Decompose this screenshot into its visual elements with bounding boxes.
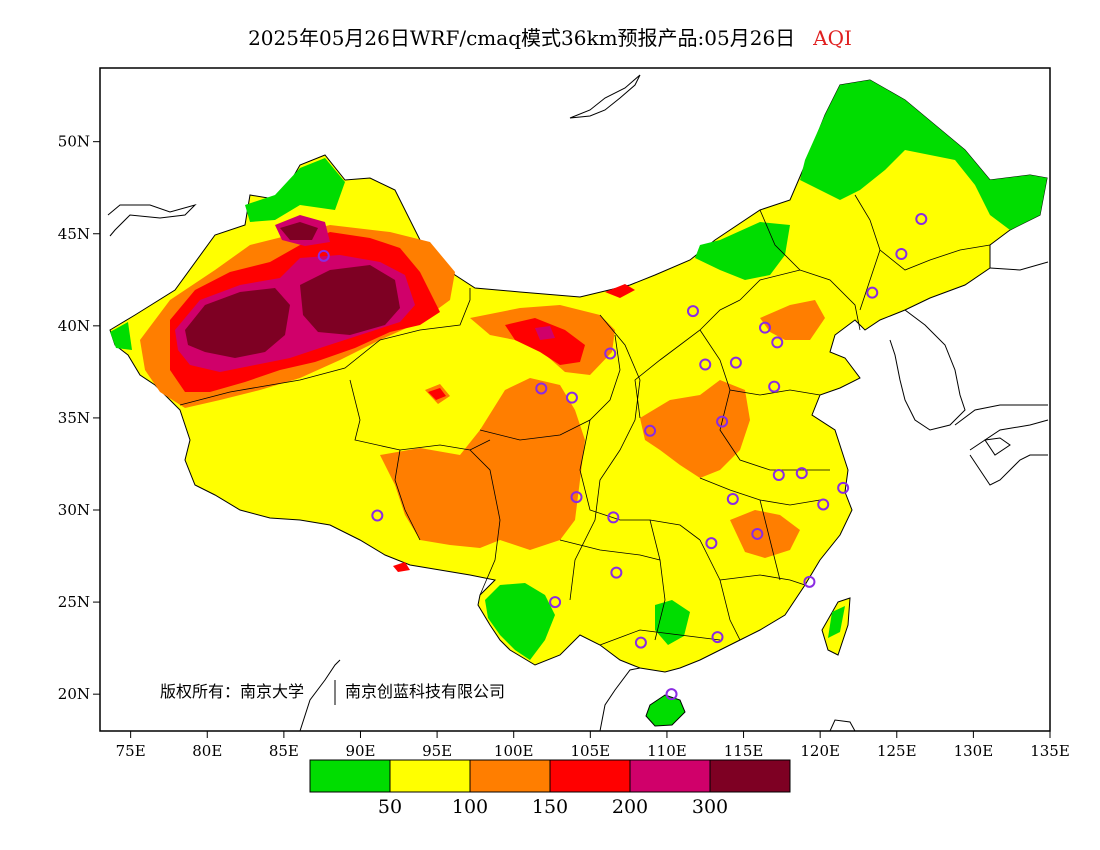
colorbar-segment: [549, 759, 631, 793]
lon-tick-label: 130E: [954, 742, 994, 760]
station-marker: [634, 636, 647, 649]
copyright-text-2: 南京创蓝科技有限公司: [345, 682, 505, 701]
maroon-north-xinjiang: [280, 222, 318, 240]
latitude-axis: 50N 45N 40N 35N 30N 25N 20N: [58, 133, 100, 703]
green-northeast: [800, 80, 1047, 230]
lat-tick-label: 50N: [58, 133, 90, 151]
lon-tick-label: 75E: [116, 742, 146, 760]
neighbor-coastlines: [107, 74, 1049, 731]
station-marker: [795, 467, 808, 480]
longitude-axis: 75E 80E 85E 90E 95E 100E 105E 110E 115E 120E 125E 1…: [116, 731, 1070, 760]
map-area: [100, 68, 1050, 731]
lon-tick-label: 85E: [269, 742, 299, 760]
lon-tick-label: 125E: [877, 742, 917, 760]
lon-tick-label: 100E: [494, 742, 534, 760]
station-marker: [535, 382, 548, 395]
station-marker: [716, 415, 729, 428]
colorbar-segment: [389, 759, 471, 793]
lon-tick-label: 90E: [345, 742, 375, 760]
lat-tick-label: 40N: [58, 317, 90, 335]
station-marker: [570, 491, 583, 504]
map-frame: [99, 67, 1051, 732]
station-marker: [607, 511, 620, 524]
lon-tick-label: 95E: [422, 742, 452, 760]
station-marker: [895, 248, 908, 261]
colorbar-segment: [629, 759, 711, 793]
colorbar-segment: [309, 759, 391, 793]
station-marker: [866, 286, 879, 299]
lon-tick-label: 110E: [647, 742, 687, 760]
green-west-edge: [110, 322, 132, 350]
lat-tick-label: 30N: [58, 501, 90, 519]
lon-tick-label: 80E: [192, 742, 222, 760]
station-marker: [768, 380, 781, 393]
lat-tick-label: 45N: [58, 225, 90, 243]
station-marker: [803, 575, 816, 588]
green-guangxi-patch: [655, 600, 690, 645]
maroon-taklamakan-east: [300, 265, 400, 335]
green-yunnan-patch: [485, 583, 555, 660]
lon-tick-label: 135E: [1030, 742, 1070, 760]
province-boundaries: [179, 194, 991, 646]
station-marker: [549, 596, 562, 609]
lat-tick-label: 20N: [58, 685, 90, 703]
red-tibet-spot: [393, 562, 410, 572]
red-gansu: [505, 318, 585, 365]
station-marker: [665, 688, 678, 701]
lon-tick-label: 120E: [800, 742, 840, 760]
orange-east: [730, 510, 800, 558]
colorbar-label: 300: [692, 796, 728, 818]
purple-gansu-spot: [535, 326, 555, 340]
orange-beijing: [760, 300, 825, 340]
aqi-colorbar: 50 100 150 200 300: [309, 759, 791, 818]
colorbar-label: 150: [532, 796, 568, 818]
colorbar-label: 50: [378, 796, 402, 818]
station-marker: [565, 391, 578, 404]
lon-tick-label: 105E: [571, 742, 611, 760]
station-marker: [711, 631, 724, 644]
map-title: 2025年05月26日WRF/cmaq模式36km预报产品:05月26日 AQI: [0, 22, 1100, 51]
orange-southwest: [380, 378, 585, 550]
colorbar-segment: [469, 759, 551, 793]
station-marker: [759, 321, 771, 334]
city-station-markers: [317, 213, 928, 701]
lon-tick-label: 115E: [724, 742, 764, 760]
station-marker: [915, 213, 928, 226]
station-marker: [699, 358, 712, 371]
colorbar-segment: [709, 759, 791, 793]
station-marker: [317, 249, 330, 262]
station-marker: [837, 481, 850, 494]
station-marker: [726, 492, 739, 505]
green-north-patch: [695, 222, 790, 280]
colorbar-label: 100: [452, 796, 488, 818]
red-north-spot: [605, 284, 635, 298]
taiwan-green-patch: [828, 606, 845, 638]
station-marker: [751, 527, 764, 540]
maroon-taklamakan-west: [185, 288, 290, 358]
lat-tick-label: 25N: [58, 593, 90, 611]
station-marker: [604, 347, 617, 360]
lat-tick-label: 35N: [58, 409, 90, 427]
red-qinghai-spot: [428, 388, 446, 400]
station-marker: [644, 424, 657, 437]
product-label: AQI: [813, 26, 852, 50]
green-northwest-patch: [245, 158, 345, 222]
station-marker: [610, 566, 623, 579]
station-marker: [772, 469, 785, 482]
title-text: 2025年05月26日WRF/cmaq模式36km预报产品:05月26日: [248, 26, 796, 50]
station-marker: [817, 498, 830, 511]
colorbar-label: 200: [612, 796, 648, 818]
station-marker: [771, 336, 784, 349]
station-marker: [729, 356, 742, 369]
copyright-text: 版权所有：南京大学: [160, 682, 304, 701]
station-marker: [686, 305, 699, 318]
station-marker: [371, 509, 384, 522]
orange-central: [640, 380, 750, 478]
station-marker: [705, 537, 718, 550]
